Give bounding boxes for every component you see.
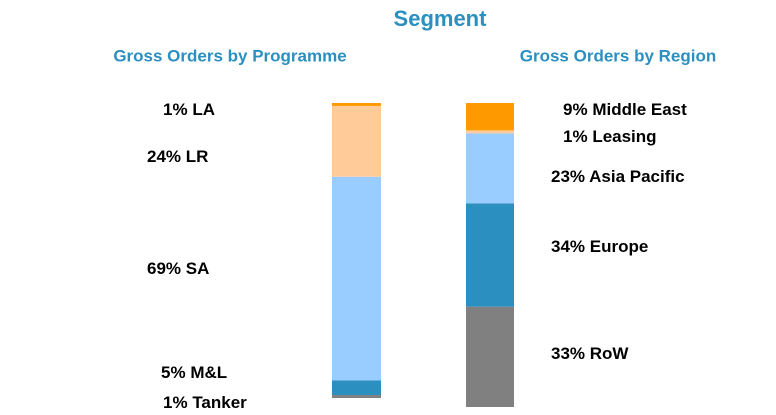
data-label: 9% Middle East — [563, 100, 687, 119]
data-label: 23% Asia Pacific — [551, 167, 685, 186]
data-label: 33% RoW — [551, 344, 629, 363]
value-label: 1% — [563, 127, 588, 146]
chart-title: Segment — [394, 6, 488, 31]
bar-segment — [332, 176, 381, 381]
bar-segment — [332, 103, 381, 106]
bar-segment — [332, 380, 381, 396]
series-name: Europe — [590, 237, 649, 256]
bar-segment — [466, 130, 514, 134]
data-label: 1% Tanker — [163, 393, 247, 412]
series-name: RoW — [590, 344, 630, 363]
chart-subtitle: Gross Orders by Region — [520, 46, 717, 65]
bar-segment — [332, 395, 381, 398]
value-label: 69% — [147, 259, 181, 278]
value-label: 34% — [551, 237, 585, 256]
value-label: 33% — [551, 344, 585, 363]
value-label: 1% — [163, 393, 188, 412]
series-name: LA — [192, 100, 215, 119]
value-label: 9% — [563, 100, 588, 119]
bar-segment — [466, 306, 514, 407]
data-label: 24% LR — [147, 147, 208, 166]
series-name: Asia Pacific — [589, 167, 684, 186]
series-name: LR — [186, 147, 209, 166]
data-label: 1% Leasing — [563, 127, 657, 146]
value-label: 5% — [161, 363, 186, 382]
bar-segment — [332, 105, 381, 177]
data-label: 69% SA — [147, 259, 209, 278]
bar-segment — [466, 103, 514, 131]
bar-segment — [466, 133, 514, 204]
bar-segment — [466, 203, 514, 307]
value-label: 23% — [551, 167, 585, 186]
series-name: M&L — [190, 363, 227, 382]
data-label: 1% LA — [163, 100, 215, 119]
chart-subtitle: Gross Orders by Programme — [113, 46, 346, 65]
series-name: Tanker — [192, 393, 247, 412]
series-name: Leasing — [592, 127, 656, 146]
series-name: SA — [186, 259, 210, 278]
value-label: 1% — [163, 100, 188, 119]
data-label: 5% M&L — [161, 363, 227, 382]
data-label: 34% Europe — [551, 237, 648, 256]
series-name: Middle East — [592, 100, 687, 119]
value-label: 24% — [147, 147, 181, 166]
